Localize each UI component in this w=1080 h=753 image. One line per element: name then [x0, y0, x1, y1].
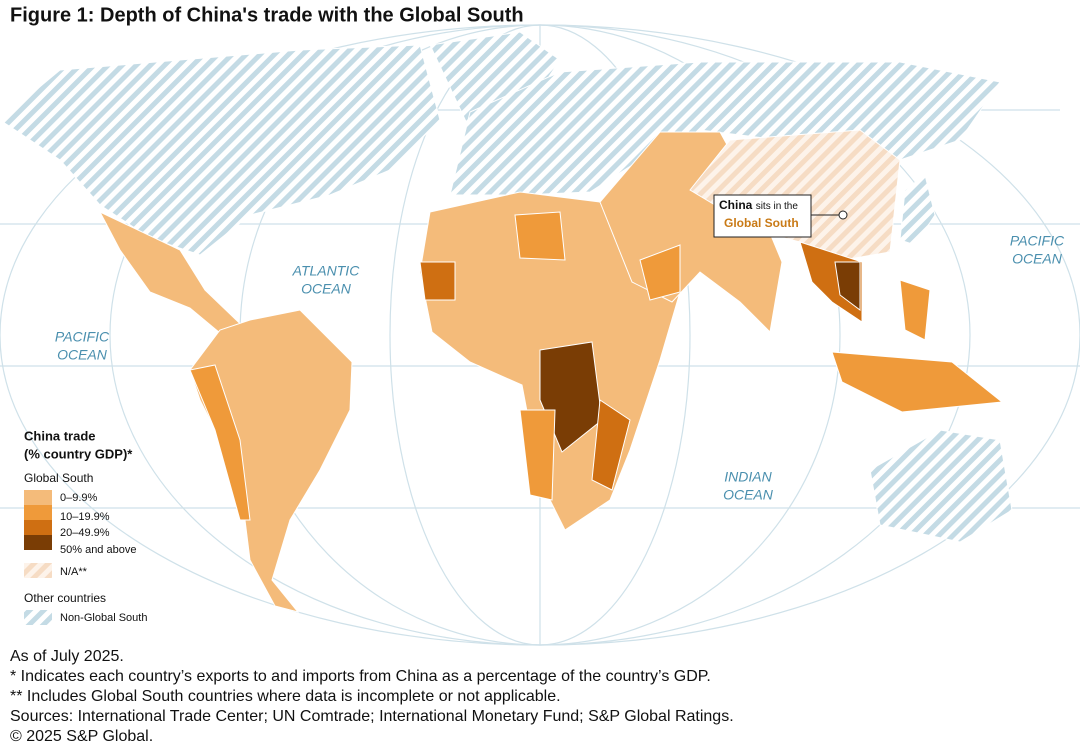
title: Figure 1: Depth of China's trade with th…	[10, 4, 524, 26]
legend-swatch	[24, 610, 52, 625]
ocean-label: PACIFIC	[1010, 233, 1065, 249]
ocean-label: OCEAN	[1012, 251, 1063, 267]
legend-title: China trade	[24, 428, 96, 443]
footnote: Sources: International Trade Center; UN …	[10, 708, 734, 725]
legend-item: 50% and above	[60, 544, 136, 556]
legend-swatch	[24, 535, 52, 550]
footnote: © 2025 S&P Global.	[10, 728, 154, 745]
legend-item: N/A**	[60, 566, 88, 578]
legend: China trade (% country GDP)* Global Sout…	[24, 428, 147, 625]
legend-title: (% country GDP)*	[24, 446, 133, 461]
footnote: As of July 2025.	[10, 648, 124, 665]
legend-group: Other countries	[24, 591, 106, 605]
legend-swatch	[24, 505, 52, 520]
ocean-label: PACIFIC	[55, 329, 110, 345]
footnote: ** Includes Global South countries where…	[10, 688, 561, 705]
callout-highlight: Global South	[724, 216, 799, 230]
legend-item: 20–49.9%	[60, 527, 110, 539]
legend-item: 10–19.9%	[60, 511, 110, 523]
ocean-label: OCEAN	[723, 487, 774, 503]
legend-item: 0–9.9%	[60, 492, 98, 504]
legend-swatch	[24, 520, 52, 535]
legend-group: Global South	[24, 471, 93, 485]
ocean-label: OCEAN	[57, 347, 108, 363]
ocean-label: ATLANTIC	[292, 263, 361, 279]
map: Figure 1: Depth of China's trade with th…	[0, 4, 1080, 646]
ocean-label: INDIAN	[724, 469, 772, 485]
legend-swatch	[24, 563, 52, 578]
footnote: * Indicates each country’s exports to an…	[10, 668, 711, 685]
ocean-label: OCEAN	[301, 281, 352, 297]
callout-text: China sits in the	[719, 198, 798, 212]
countries	[0, 31, 1013, 613]
callout-box	[713, 194, 812, 238]
callout-dot	[838, 210, 848, 220]
legend-item: Non-Global South	[60, 612, 147, 624]
legend-swatch	[24, 490, 52, 505]
